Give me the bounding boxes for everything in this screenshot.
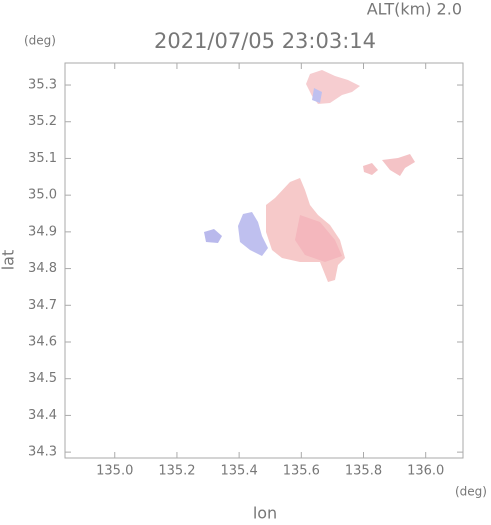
y-tick-label: 35.3 [28, 78, 57, 93]
echo-areas [204, 70, 415, 282]
x-tick-label: 135.2 [158, 464, 195, 479]
echo-area [238, 212, 268, 256]
y-tick-label: 35.0 [28, 188, 57, 203]
y-tick-label: 34.7 [28, 298, 57, 313]
echo-area [363, 163, 378, 175]
echo-area [382, 154, 415, 176]
y-tick-label: 35.1 [28, 151, 57, 166]
x-tick-label: 135.4 [221, 464, 258, 479]
y-tick-label: 34.4 [28, 408, 57, 423]
x-unit: (deg) [455, 485, 487, 499]
y-tick-label: 35.2 [28, 114, 57, 129]
y-tick-label: 34.3 [28, 445, 57, 460]
x-tick-label: 135.0 [96, 464, 133, 479]
y-tick-label: 34.6 [28, 334, 57, 349]
echo-area [312, 88, 322, 103]
y-unit: (deg) [24, 34, 56, 48]
echo-area [295, 215, 342, 262]
x-tick-label: 135.6 [283, 464, 320, 479]
x-tick-label: 136.0 [407, 464, 444, 479]
y-tick-label: 34.5 [28, 371, 57, 386]
y-tick-label: 34.8 [28, 261, 57, 276]
x-tick-label: 135.8 [345, 464, 382, 479]
y-axis-label: lat [0, 250, 18, 271]
echo-area [204, 229, 222, 243]
plot-frame [64, 62, 464, 459]
chart-title: 2021/07/05 23:03:14 [154, 29, 376, 53]
x-axis-label: lon [253, 504, 277, 522]
altitude-label: ALT(km) 2.0 [367, 0, 462, 19]
y-tick-label: 34.9 [28, 224, 57, 239]
